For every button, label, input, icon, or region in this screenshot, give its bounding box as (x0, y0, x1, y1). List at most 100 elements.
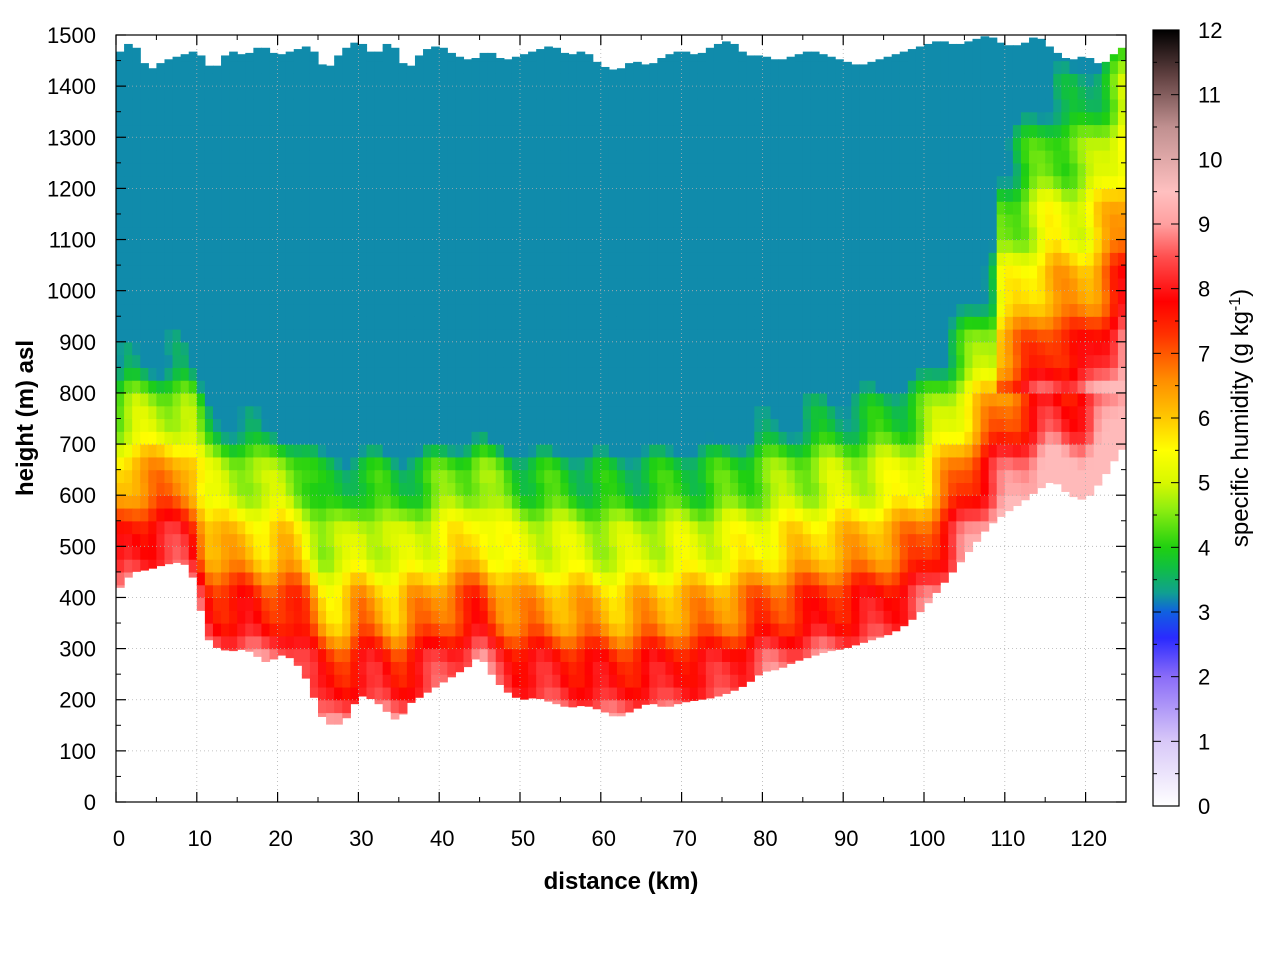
humidity-cell (269, 60, 279, 74)
humidity-cell (665, 86, 675, 100)
humidity-cell (334, 418, 343, 432)
humidity-cell (398, 584, 408, 599)
humidity-cell (414, 469, 424, 484)
humidity-cell (924, 520, 933, 535)
humidity-cell (455, 431, 465, 445)
humidity-cell (406, 175, 416, 189)
humidity-cell (140, 329, 149, 343)
humidity-cell (350, 86, 359, 100)
humidity-cell (633, 329, 642, 343)
humidity-cell (552, 137, 561, 151)
humidity-cell (616, 213, 626, 228)
humidity-cell (560, 405, 570, 420)
humidity-cell (156, 546, 166, 560)
humidity-cell (406, 418, 416, 432)
humidity-cell (334, 98, 343, 113)
humidity-cell (447, 674, 456, 678)
humidity-cell (722, 175, 731, 189)
humidity-cell (528, 571, 537, 586)
humidity-cell (770, 252, 780, 266)
humidity-cell (277, 226, 287, 241)
humidity-cell (455, 150, 465, 164)
humidity-cell (544, 469, 553, 484)
humidity-cell (366, 674, 376, 688)
humidity-cell (786, 56, 796, 62)
humidity-cell (164, 175, 174, 189)
humidity-cell (495, 162, 505, 177)
humidity-cell (511, 329, 521, 343)
humidity-cell (843, 392, 852, 407)
humidity-cell (455, 520, 465, 535)
humidity-cell (827, 239, 836, 253)
humidity-cell (293, 175, 303, 189)
humidity-cell (293, 444, 303, 458)
humidity-cell (810, 418, 820, 432)
humidity-cell (342, 546, 351, 560)
humidity-cell (802, 367, 812, 381)
humidity-cell (342, 277, 351, 292)
humidity-cell (479, 495, 489, 509)
humidity-cell (334, 507, 343, 522)
humidity-cell (649, 341, 658, 356)
humidity-cell (495, 495, 505, 509)
humidity-cell (156, 213, 166, 228)
humidity-cell (932, 482, 941, 496)
humidity-cell (576, 584, 586, 599)
humidity-cell (390, 482, 400, 496)
humidity-cell (689, 405, 699, 420)
humidity-cell (891, 431, 901, 445)
humidity-cell (794, 495, 804, 509)
humidity-cell (746, 201, 755, 215)
humidity-cell (188, 482, 198, 496)
humidity-cell (568, 482, 578, 496)
humidity-cell (641, 635, 650, 650)
humidity-cell (786, 597, 796, 611)
humidity-cell (924, 290, 933, 305)
humidity-cell (899, 239, 909, 253)
humidity-cell (730, 456, 739, 471)
humidity-cell (140, 431, 149, 445)
humidity-cell (358, 380, 368, 394)
humidity-cell (318, 137, 327, 151)
humidity-cell (237, 252, 246, 266)
humidity-cell (406, 559, 416, 573)
humidity-cell (301, 392, 311, 407)
humidity-cell (487, 303, 497, 317)
humidity-cell (592, 469, 602, 484)
humidity-cell (859, 635, 869, 643)
humidity-cell (536, 533, 545, 547)
humidity-cell (544, 239, 553, 253)
humidity-cell (568, 661, 578, 675)
humidity-cell (196, 316, 206, 330)
humidity-cell (204, 137, 214, 151)
humidity-cell (786, 188, 796, 202)
humidity-cell (641, 277, 650, 292)
humidity-cell (439, 392, 448, 407)
humidity-cell (584, 98, 594, 113)
humidity-cell (786, 507, 796, 522)
humidity-cell (132, 252, 141, 266)
humidity-cell (334, 559, 343, 573)
humidity-cell (924, 150, 933, 164)
humidity-cell (414, 277, 424, 292)
humidity-cell (156, 316, 166, 330)
humidity-cell (584, 431, 594, 445)
humidity-cell (156, 507, 166, 522)
humidity-cell (431, 303, 440, 317)
humidity-cell (471, 124, 481, 138)
humidity-cell (487, 137, 497, 151)
humidity-cell (269, 418, 279, 432)
humidity-cell (932, 329, 941, 343)
humidity-cell (738, 73, 747, 87)
humidity-cell (503, 162, 513, 177)
humidity-cell (439, 674, 448, 683)
humidity-cell (406, 405, 416, 420)
humidity-cell (786, 213, 796, 228)
humidity-cell (520, 290, 529, 305)
humidity-cell (600, 520, 610, 535)
humidity-cell (552, 162, 561, 177)
humidity-cell (810, 188, 820, 202)
humidity-cell (261, 610, 271, 624)
humidity-cell (229, 86, 238, 100)
humidity-cell (414, 73, 424, 87)
